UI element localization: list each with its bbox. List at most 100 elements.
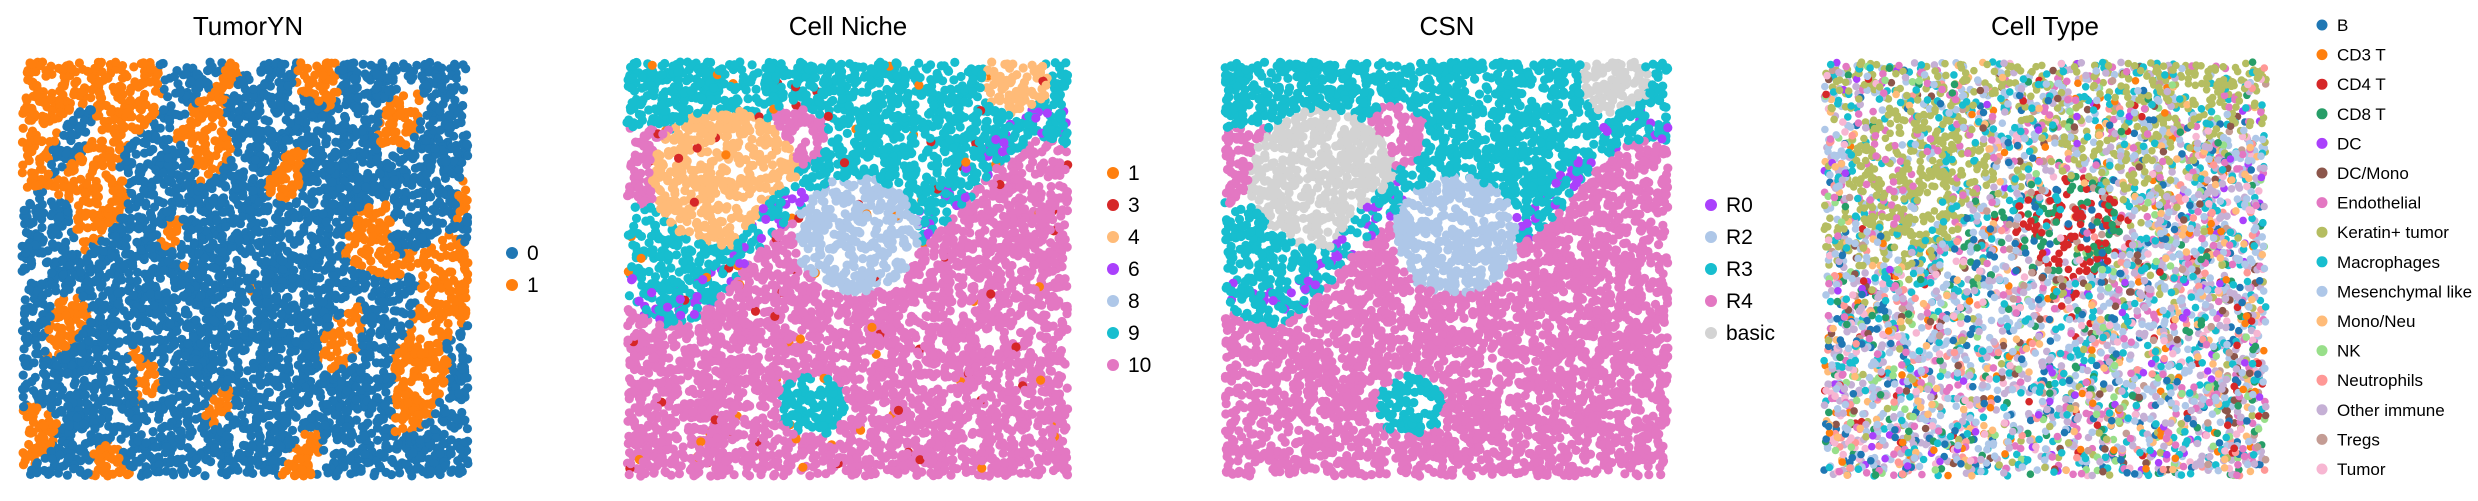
scatter-point <box>179 215 188 224</box>
scatter-point <box>32 468 41 477</box>
scatter-point <box>387 66 396 75</box>
scatter-point <box>413 463 422 472</box>
scatter-point <box>368 292 377 301</box>
scatter-point <box>214 144 223 153</box>
scatter-point <box>110 445 119 454</box>
scatter-point <box>457 112 466 121</box>
scatter-point <box>95 88 104 97</box>
scatter-point <box>156 124 165 133</box>
scatter-point <box>64 454 73 463</box>
scatter-point <box>342 79 351 88</box>
scatter-point <box>200 420 209 429</box>
scatter-point <box>322 314 331 323</box>
scatter-point <box>147 190 156 199</box>
scatter-point <box>343 95 352 104</box>
scatter-point <box>134 126 143 135</box>
scatter-point <box>45 466 54 475</box>
scatter-point <box>108 470 117 479</box>
scatter-point <box>86 318 95 327</box>
scatter-point <box>136 362 145 371</box>
scatter-point <box>20 344 29 353</box>
scatter-point <box>269 311 278 320</box>
scatter-point <box>211 341 220 350</box>
scatter-point <box>246 143 255 152</box>
scatter-point <box>51 182 60 191</box>
scatter-point <box>70 177 79 186</box>
scatter-point <box>122 320 131 329</box>
scatter-point <box>173 455 182 464</box>
scatter-point <box>381 440 390 449</box>
scatter-point <box>352 104 361 113</box>
scatter-point <box>132 457 141 466</box>
scatter-point <box>150 108 159 117</box>
scatter-point <box>127 447 136 456</box>
scatter-point <box>170 72 179 81</box>
scatter-point <box>237 450 246 459</box>
scatter-point <box>79 237 88 246</box>
scatter-point <box>463 424 472 433</box>
scatter-point <box>135 354 144 363</box>
scatter-point <box>376 326 385 335</box>
scatter-point <box>184 408 193 417</box>
scatter-point <box>49 201 58 210</box>
scatter-point <box>319 446 328 455</box>
scatter-point <box>97 458 106 467</box>
scatter-point <box>190 389 199 398</box>
scatter-point <box>41 113 50 122</box>
scatter-point <box>413 189 422 198</box>
scatter-point <box>252 307 261 316</box>
scatter-point <box>19 124 28 133</box>
scatter-point <box>272 109 281 118</box>
scatter-point <box>81 391 90 400</box>
scatter-point <box>34 204 43 213</box>
scatter-point <box>139 177 148 186</box>
scatter-point <box>341 292 350 301</box>
scatter-point <box>373 393 382 402</box>
scatter-point <box>421 136 430 145</box>
scatter-point <box>444 280 453 289</box>
scatter-point <box>32 211 41 220</box>
scatter-point <box>399 381 408 390</box>
scatter-point <box>444 319 453 328</box>
scatter-point <box>387 337 396 346</box>
scatter-point <box>287 317 296 326</box>
scatter-point <box>333 311 342 320</box>
scatter-point <box>129 291 138 300</box>
scatter-point <box>261 322 270 331</box>
scatter-point <box>417 72 426 81</box>
scatter-point <box>446 242 455 251</box>
scatter-point <box>459 85 468 94</box>
scatter-point <box>287 156 296 165</box>
scatter-point <box>46 302 55 311</box>
scatter-point <box>123 164 132 173</box>
scatter-point <box>420 60 429 69</box>
scatter-point <box>157 424 166 433</box>
scatter-point <box>218 247 227 256</box>
scatter-point <box>147 454 156 463</box>
scatter-point <box>86 328 95 337</box>
scatter-point <box>401 140 410 149</box>
scatter-point <box>400 413 409 422</box>
scatter-point <box>89 406 98 415</box>
scatter-point <box>123 354 132 363</box>
scatter-point <box>165 305 174 314</box>
scatter-point <box>116 380 125 389</box>
scatter-point <box>353 83 362 92</box>
scatter-point <box>401 460 410 469</box>
scatter-point <box>359 60 368 69</box>
scatter-point <box>312 62 321 71</box>
scatter-point <box>154 217 163 226</box>
scatter-point <box>28 428 37 437</box>
scatter-point <box>183 339 192 348</box>
scatter-point <box>320 420 329 429</box>
scatter-point <box>129 62 138 71</box>
scatter-point <box>359 431 368 440</box>
scatter-point <box>117 275 126 284</box>
scatter-point <box>227 156 236 165</box>
scatter-point <box>223 308 232 317</box>
scatter-point <box>269 456 278 465</box>
scatter-point <box>90 64 99 73</box>
scatter-point <box>19 392 28 401</box>
scatter-point <box>266 437 275 446</box>
scatter-point <box>216 332 225 341</box>
